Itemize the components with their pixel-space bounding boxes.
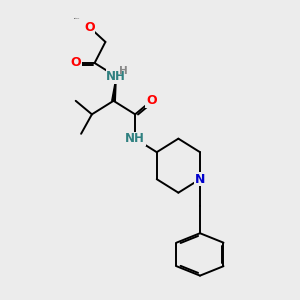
Text: O: O [84,21,94,34]
Polygon shape [112,76,116,101]
Text: NH: NH [106,70,126,83]
Text: O: O [70,56,81,70]
Text: NH: NH [125,132,145,145]
Text: O: O [146,94,157,107]
Text: H: H [119,66,128,76]
Text: methoxy: methoxy [74,18,81,20]
Text: N: N [195,173,205,186]
